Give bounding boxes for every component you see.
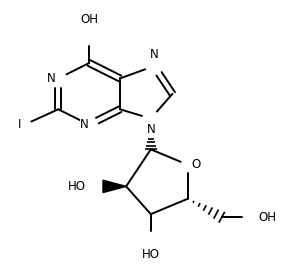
Text: N: N — [47, 72, 55, 85]
Text: N: N — [80, 118, 89, 131]
Polygon shape — [103, 180, 126, 193]
Text: HO: HO — [68, 180, 86, 193]
Text: N: N — [149, 49, 158, 62]
Text: I: I — [18, 118, 21, 131]
Text: N: N — [147, 123, 155, 136]
Text: OH: OH — [80, 13, 98, 26]
Text: O: O — [191, 158, 200, 171]
Text: HO: HO — [142, 248, 160, 261]
Text: OH: OH — [259, 211, 277, 224]
